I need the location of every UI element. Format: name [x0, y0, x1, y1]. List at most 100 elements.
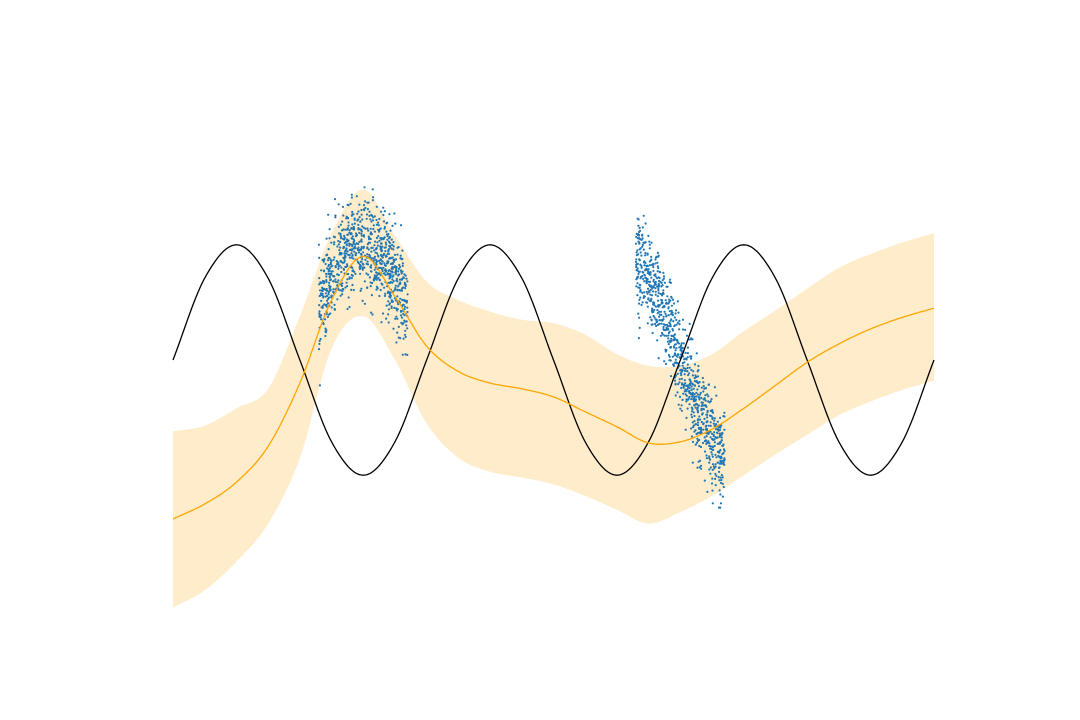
data-point	[388, 237, 391, 240]
data-point	[350, 273, 353, 277]
data-point	[641, 291, 644, 294]
data-point	[660, 298, 663, 302]
data-point	[657, 285, 660, 288]
data-point	[328, 284, 331, 287]
data-point	[353, 222, 356, 225]
data-point	[686, 356, 689, 359]
data-point	[700, 464, 703, 467]
data-point	[354, 252, 358, 255]
data-point	[681, 370, 684, 373]
data-point	[698, 415, 701, 418]
data-point	[690, 388, 693, 391]
data-point	[350, 277, 353, 280]
data-point	[385, 243, 388, 246]
data-point	[386, 235, 389, 238]
data-point	[391, 256, 394, 259]
data-point	[348, 229, 351, 232]
data-point	[388, 213, 391, 216]
data-point	[683, 373, 686, 376]
data-point	[366, 253, 369, 256]
data-point	[360, 213, 363, 216]
data-point	[364, 227, 367, 230]
data-point	[703, 450, 707, 453]
data-point	[395, 309, 398, 312]
data-point	[379, 258, 382, 261]
data-point	[648, 280, 652, 283]
data-point	[670, 337, 673, 340]
data-point	[688, 378, 691, 381]
data-point	[690, 368, 693, 372]
data-point	[697, 364, 700, 368]
data-point	[369, 218, 372, 221]
data-point	[686, 363, 689, 366]
data-point	[389, 270, 393, 273]
data-point	[383, 227, 386, 230]
data-point	[370, 246, 373, 250]
data-point	[369, 233, 372, 236]
data-point	[654, 290, 657, 293]
data-point	[325, 287, 328, 291]
data-point	[400, 289, 403, 292]
data-point	[667, 337, 670, 340]
data-point	[399, 309, 402, 313]
data-point	[360, 230, 363, 233]
data-point	[703, 479, 706, 482]
data-point	[648, 264, 652, 267]
data-point	[393, 265, 397, 268]
data-point	[375, 288, 378, 291]
data-point	[717, 429, 720, 432]
data-point	[711, 410, 714, 413]
data-point	[383, 210, 386, 213]
data-point	[399, 337, 402, 340]
data-point	[672, 320, 675, 323]
data-point	[690, 410, 694, 413]
data-point	[383, 294, 387, 297]
data-point	[690, 416, 694, 419]
data-point	[344, 286, 347, 289]
data-point	[404, 353, 407, 356]
data-point	[327, 256, 330, 260]
data-point	[643, 269, 647, 272]
data-point	[334, 214, 337, 217]
data-point	[646, 305, 649, 308]
data-point	[366, 286, 369, 289]
data-point	[404, 329, 407, 332]
data-point	[326, 259, 330, 262]
data-point	[375, 278, 378, 281]
data-point	[646, 253, 649, 256]
data-point	[663, 334, 666, 337]
data-point	[378, 217, 381, 221]
data-point	[330, 272, 333, 275]
data-point	[360, 245, 363, 249]
data-point	[690, 337, 693, 340]
data-point	[318, 256, 321, 259]
data-point	[380, 321, 383, 324]
data-point	[322, 270, 326, 273]
data-point	[325, 294, 329, 298]
data-point	[636, 237, 639, 240]
data-point	[712, 434, 715, 438]
data-point	[390, 238, 393, 241]
data-point	[344, 228, 348, 231]
data-point	[375, 205, 378, 208]
data-point	[688, 322, 691, 325]
data-point	[320, 299, 323, 302]
data-point	[700, 467, 703, 470]
true-function-path	[172, 244, 935, 476]
data-point	[326, 302, 330, 305]
data-point	[662, 271, 665, 274]
data-point	[636, 267, 639, 270]
data-point	[697, 385, 701, 388]
data-point	[386, 273, 389, 276]
data-point	[677, 383, 680, 386]
data-point	[652, 290, 655, 293]
data-point	[644, 251, 647, 255]
data-point	[404, 274, 407, 277]
data-point	[698, 393, 702, 396]
data-point	[649, 285, 652, 288]
data-point	[693, 380, 697, 383]
data-point	[717, 506, 721, 509]
data-point	[342, 245, 345, 249]
data-point	[720, 474, 724, 477]
data-point	[710, 432, 714, 435]
